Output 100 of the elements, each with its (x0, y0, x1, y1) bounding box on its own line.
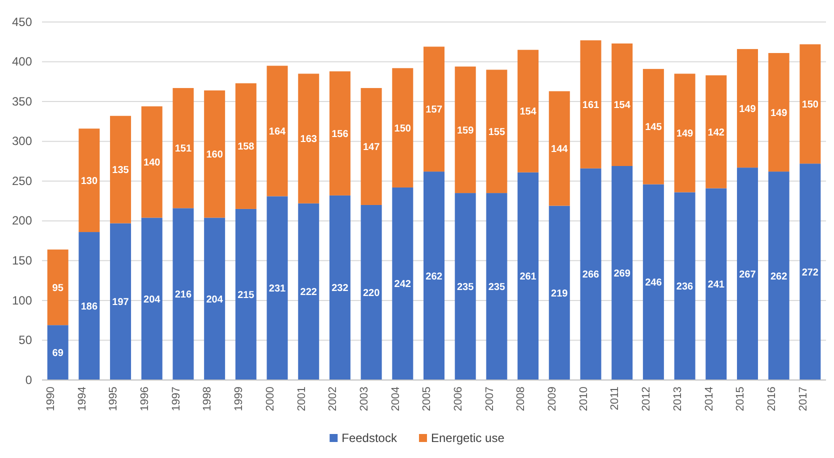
x-tick-label: 1996 (139, 386, 152, 412)
bar (47, 325, 68, 380)
bar (424, 46, 444, 172)
bar (78, 128, 100, 232)
data-label: 216 (174, 290, 192, 301)
y-tick-label: 250 (12, 174, 32, 188)
data-label: 267 (739, 269, 756, 280)
x-tick-label: 2009 (546, 386, 559, 412)
data-label: 157 (426, 104, 443, 116)
bar (235, 208, 256, 380)
data-label: 95 (52, 282, 64, 294)
bar (486, 70, 508, 194)
bar (548, 91, 570, 206)
bar (612, 166, 633, 380)
bar (518, 50, 539, 172)
data-label: 232 (332, 283, 349, 294)
data-label: 235 (457, 282, 474, 294)
bar (706, 75, 727, 188)
data-label: 262 (770, 271, 788, 282)
x-tick-label: 2012 (640, 386, 653, 412)
bar (298, 74, 320, 204)
y-tick-label: 300 (12, 134, 32, 148)
x-tick-label: 2007 (484, 386, 496, 412)
bar (800, 44, 821, 164)
bar (204, 90, 226, 218)
y-tick-label: 150 (12, 254, 32, 268)
data-label: 219 (551, 288, 568, 300)
data-label: 161 (582, 100, 600, 111)
bar (110, 223, 132, 380)
bar (486, 193, 508, 380)
data-label: 145 (645, 122, 662, 134)
x-tick-label: 2001 (296, 386, 308, 412)
data-label: 262 (426, 271, 443, 282)
data-label: 155 (488, 126, 506, 138)
data-label: 159 (457, 125, 474, 136)
data-label: 151 (174, 144, 192, 155)
data-label: 236 (676, 282, 694, 293)
data-label: 150 (802, 99, 819, 110)
x-tick-label: 2013 (672, 386, 684, 412)
data-label: 222 (300, 287, 318, 298)
y-tick-label: 0 (25, 372, 32, 387)
data-label: 163 (300, 134, 318, 146)
y-tick-label: 100 (12, 293, 32, 308)
x-tick-label: 1994 (76, 386, 88, 412)
data-label: 241 (708, 280, 725, 291)
bar (424, 172, 444, 380)
data-label: 261 (520, 272, 537, 283)
data-label: 272 (802, 267, 819, 278)
bar (580, 168, 602, 380)
bar (141, 106, 162, 218)
bar (141, 218, 162, 380)
data-label: 242 (394, 279, 412, 290)
data-label: 215 (238, 290, 255, 301)
x-tick-label: 2003 (358, 386, 370, 412)
bar (706, 188, 727, 380)
data-label: 140 (144, 158, 161, 169)
data-label: 220 (362, 288, 380, 299)
data-label: 142 (708, 127, 725, 138)
x-tick-label: 2000 (264, 386, 276, 412)
x-tick-label: 2010 (578, 386, 590, 412)
bar (518, 172, 539, 380)
y-tick-label: 450 (12, 14, 32, 29)
data-label: 266 (582, 270, 600, 281)
bar (235, 83, 256, 209)
bar (674, 74, 696, 192)
bar (266, 66, 288, 196)
bar (642, 184, 664, 380)
data-label: 186 (80, 302, 98, 313)
bar (612, 43, 633, 166)
data-label: 246 (645, 278, 662, 289)
data-label: 69 (52, 348, 64, 360)
bar (329, 195, 350, 380)
bar (329, 71, 350, 196)
data-label: 204 (206, 294, 224, 306)
x-tick-label: 1997 (170, 386, 182, 412)
data-label: 164 (268, 126, 286, 138)
x-tick-label: 2004 (390, 386, 402, 412)
y-tick-label: 400 (12, 54, 32, 69)
x-tick-label: 2016 (766, 386, 778, 412)
bar (172, 208, 194, 380)
data-label: 135 (112, 165, 130, 176)
bar (266, 196, 288, 380)
bar (204, 218, 226, 380)
x-tick-label: 1995 (108, 386, 120, 412)
y-tick-label: 350 (12, 94, 32, 108)
x-tick-label: 2011 (609, 386, 622, 410)
data-label: 154 (520, 106, 537, 118)
legend-label: Energetic use (430, 431, 505, 446)
bar (736, 168, 758, 380)
bar (392, 68, 414, 188)
bar (360, 204, 382, 380)
legend-label: Feedstock (342, 431, 398, 446)
data-label: 149 (770, 108, 788, 119)
data-label: 154 (614, 100, 631, 112)
bar (454, 193, 476, 380)
x-tick-label: 2014 (703, 386, 716, 412)
bar (548, 206, 570, 380)
bar (736, 49, 758, 168)
bar (580, 40, 602, 168)
bar (674, 192, 696, 380)
